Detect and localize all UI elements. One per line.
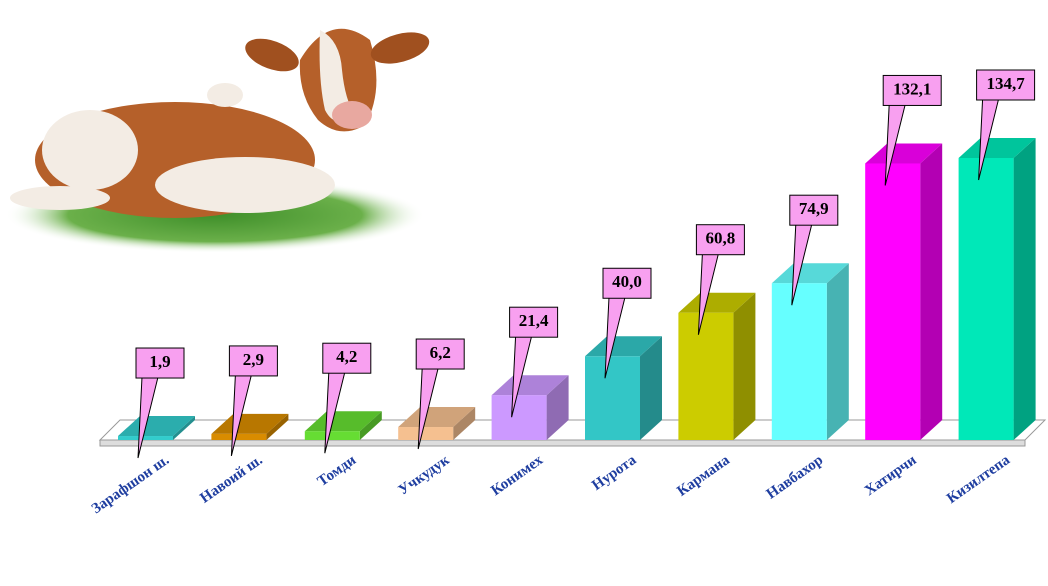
x-tick-label: Навбахор bbox=[764, 452, 826, 502]
value-label: 1,9 bbox=[149, 352, 170, 371]
bar-side bbox=[359, 411, 382, 440]
callout-box bbox=[415, 338, 465, 370]
bar-side bbox=[640, 336, 662, 440]
bar bbox=[118, 436, 173, 440]
bar-side bbox=[266, 413, 289, 440]
bar-side bbox=[1013, 138, 1036, 440]
value-label: 74,9 bbox=[799, 199, 829, 218]
bar-side bbox=[733, 292, 756, 440]
bar bbox=[304, 431, 360, 440]
callout-box bbox=[509, 306, 559, 338]
x-tick-label: Хатирчи bbox=[862, 452, 920, 499]
x-tick-label: Нурота bbox=[589, 452, 639, 494]
value-label: 40,0 bbox=[612, 272, 642, 291]
x-tick-label: Кизилтепа bbox=[944, 452, 1013, 507]
value-label: 2,9 bbox=[243, 350, 264, 369]
bar-top bbox=[771, 263, 849, 284]
callout-box bbox=[602, 267, 652, 299]
bar bbox=[958, 158, 1014, 440]
bar-top bbox=[491, 375, 569, 396]
callout-box bbox=[882, 74, 942, 106]
value-label: 132,1 bbox=[893, 79, 931, 98]
callout-box bbox=[789, 194, 839, 226]
x-tick-label: Кармана bbox=[674, 452, 733, 500]
bar-top bbox=[585, 336, 662, 357]
x-tick-label: Зарафшон ш. bbox=[89, 452, 173, 517]
bar bbox=[398, 427, 454, 440]
x-tick-label: Конимех bbox=[488, 452, 546, 499]
bar-side bbox=[546, 375, 569, 440]
bar-side bbox=[826, 263, 849, 440]
bar-side bbox=[920, 143, 943, 440]
x-tick-label: Томди bbox=[315, 452, 360, 490]
callout-box bbox=[695, 224, 745, 256]
value-label: 134,7 bbox=[986, 74, 1025, 93]
cow-image bbox=[5, 28, 430, 253]
value-label: 6,2 bbox=[430, 343, 451, 362]
bar-top bbox=[118, 416, 195, 437]
callout-box bbox=[322, 342, 372, 374]
x-tick-label: Навоий ш. bbox=[197, 452, 265, 507]
bar-top bbox=[398, 407, 476, 428]
value-label: 4,2 bbox=[336, 347, 357, 366]
callout-box bbox=[228, 345, 278, 377]
bar-side bbox=[173, 416, 195, 440]
bar-side bbox=[453, 407, 476, 440]
bar bbox=[865, 163, 921, 440]
bar bbox=[211, 433, 267, 440]
bar bbox=[771, 283, 827, 440]
value-label: 21,4 bbox=[519, 311, 549, 330]
bar bbox=[585, 356, 640, 440]
bar-top bbox=[678, 292, 756, 313]
bar-top bbox=[958, 138, 1036, 158]
callout-box bbox=[135, 347, 185, 379]
bar-top bbox=[304, 411, 382, 432]
bar-top bbox=[211, 413, 289, 434]
x-tick-label: Учкудук bbox=[396, 452, 453, 499]
bar bbox=[678, 312, 734, 440]
value-label: 60,8 bbox=[706, 229, 736, 248]
bar bbox=[491, 395, 547, 440]
callout-box bbox=[976, 69, 1036, 101]
bar-top bbox=[865, 143, 943, 164]
